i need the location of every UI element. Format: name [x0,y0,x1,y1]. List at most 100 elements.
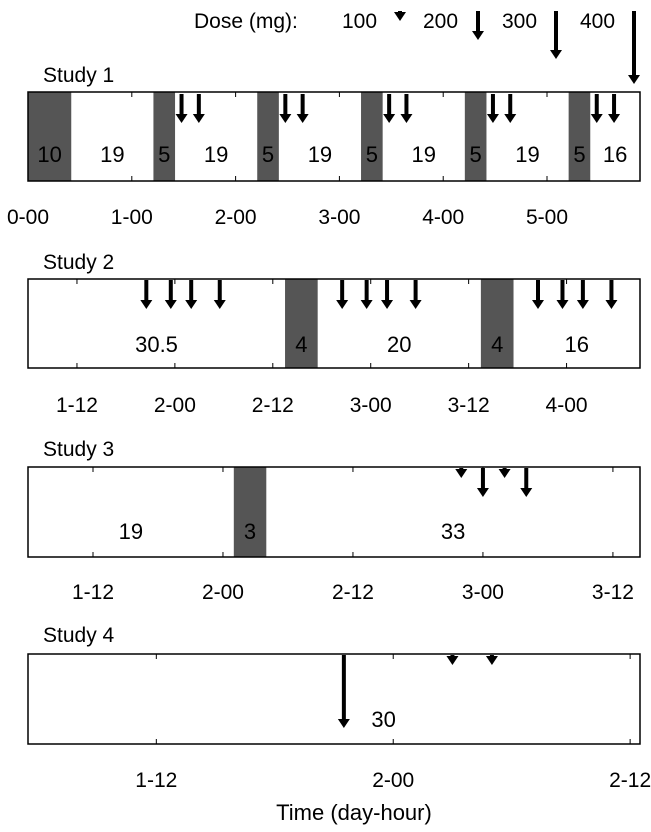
dose-arrow-200 [532,280,544,309]
dose-arrow-200 [296,94,309,123]
segment-duration-label: 3 [244,519,256,544]
dose-arrow-200 [164,280,177,309]
shaded-segment [285,279,318,368]
segment-duration-label: 19 [100,142,124,167]
tick-label: 4-00 [546,394,588,417]
dose-arrow-200 [175,94,188,123]
tick-label: 5-00 [526,206,568,229]
dose-arrow-200 [400,94,413,123]
tick-label: 2-00 [202,581,244,604]
legend-arrow-200 [472,11,484,40]
segment-duration-label: 5 [470,142,482,167]
dose-arrow-200 [556,280,569,309]
panel-frame [27,278,641,369]
legend-arrow-400 [628,11,640,84]
dose-arrow-200 [576,280,589,309]
tick-label: 1-12 [72,581,114,604]
dose-arrow-200 [608,94,621,123]
segment-duration-label: 16 [603,142,627,167]
dose-arrow-200 [590,94,603,123]
tick-label: 2-12 [332,581,374,604]
tick-label: 3-12 [592,581,634,604]
x-axis-label: Time (day-hour) [276,800,432,825]
dose-arrow-400 [337,655,350,728]
dose-arrow-200 [381,280,394,309]
shaded-segment [361,92,383,181]
dose-legend: Dose (mg): 100 200 300 400 [194,10,640,84]
segment-duration-label: 10 [37,142,61,167]
panel-frame [27,466,641,558]
tick-label: 1-12 [135,769,177,792]
dose-arrow-200 [213,280,226,309]
shaded-segment [28,92,72,181]
dose-arrow-200 [192,94,205,123]
dose-arrow-200 [520,468,533,497]
panel-title: Study 2 [43,251,114,274]
panel-frame [27,653,641,745]
dose-arrow-200 [476,468,489,497]
panel-title: Study 4 [43,624,115,647]
tick-label: 2-00 [154,394,196,417]
segment-duration-label: 19 [308,142,332,167]
tick-label: 0-00 [7,206,49,229]
segment-duration-label: 5 [158,142,170,167]
tick-label: 2-12 [252,394,294,417]
legend-dose-400: 400 [580,10,615,33]
segment-duration-label: 4 [491,332,503,357]
segment-duration-label: 19 [119,519,143,544]
tick-label: 1-00 [111,206,153,229]
dose-arrow-100 [485,655,498,665]
tick-label: 1-12 [56,394,98,417]
segment-duration-label: 19 [204,142,228,167]
panel-title: Study 3 [43,438,114,461]
dose-arrow-200 [360,280,373,309]
tick-label: 3-12 [448,394,490,417]
segment-duration-label: 5 [366,142,378,167]
shaded-segment [233,467,267,557]
dose-arrow-200 [383,94,396,123]
shaded-segment [153,92,176,181]
tick-label: 2-12 [609,769,651,792]
shaded-segment [568,92,591,181]
panel-study-1: Study 1 0-00 1-00 2-00 3-00 4-00 5-00 10 19 5 19 5 1… [7,64,641,229]
shaded-segment [257,92,279,181]
legend-dose-label: Dose (mg): [194,10,298,33]
panel-study-2: Study 2 1-12 2-00 2-12 3-00 3-12 4-00 30.5 4 20 4 1… [27,251,641,417]
tick-label: 3-00 [462,581,504,604]
segment-duration-label: 30.5 [135,332,178,357]
dose-arrow-200 [504,94,517,123]
dose-arrow-200 [185,280,198,309]
segment-duration-label: 19 [515,142,539,167]
tick-label: 3-00 [318,206,360,229]
panel-frame [27,91,641,182]
tick-label: 4-00 [422,206,464,229]
shaded-segment [464,92,487,181]
dose-arrow-200 [279,94,292,123]
dose-arrow-200 [140,280,153,309]
dose-arrow-200 [336,280,349,309]
segment-duration-label: 16 [565,332,589,357]
dose-arrow-200 [486,94,499,123]
legend-dose-200: 200 [423,10,458,33]
segment-duration-label: 20 [387,332,411,357]
dose-arrow-100 [498,468,511,478]
tick-label: 3-00 [350,394,392,417]
panel-study-4: Study 4 1-12 2-00 2-12 30 [27,624,651,792]
dose-arrow-100 [455,468,468,478]
legend-arrow-100 [394,11,406,21]
panel-title: Study 1 [43,64,114,87]
tick-label: 2-00 [215,206,257,229]
segment-duration-label: 5 [262,142,274,167]
shaded-segment [480,279,514,368]
legend-dose-100: 100 [342,10,377,33]
dose-arrow-200 [409,280,422,309]
segment-duration-label: 19 [412,142,436,167]
legend-arrow-300 [550,11,562,59]
legend-dose-300: 300 [502,10,537,33]
segment-duration-label: 4 [295,332,307,357]
dose-arrow-100 [446,655,459,665]
tick-label: 2-00 [372,769,414,792]
dose-arrow-200 [605,280,618,309]
